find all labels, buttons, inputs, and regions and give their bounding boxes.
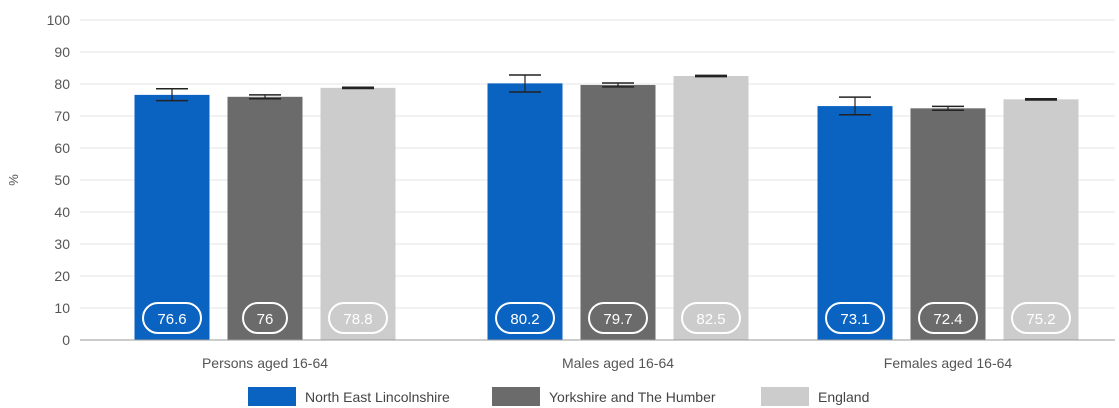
data-label: 72.4 — [918, 302, 978, 334]
bar — [580, 84, 656, 341]
error-bar — [1025, 97, 1057, 101]
error-bar — [839, 96, 871, 116]
legend-label: Yorkshire and The Humber — [549, 389, 716, 405]
y-tick-label: 60 — [54, 140, 70, 156]
y-tick-label: 10 — [54, 300, 70, 316]
data-label: 79.7 — [588, 302, 648, 334]
legend-swatch — [761, 387, 809, 406]
data-label: 75.2 — [1011, 302, 1071, 334]
bar — [817, 106, 893, 340]
y-axis-ticks: 0 10 20 30 40 50 60 70 80 90 100 — [47, 12, 71, 348]
legend-swatch — [248, 387, 296, 406]
data-label-text: 73.1 — [840, 311, 869, 328]
bar — [134, 94, 210, 340]
data-label: 82.5 — [681, 302, 741, 334]
bar — [320, 87, 396, 340]
error-bar — [156, 88, 188, 102]
legend-item[interactable]: England — [761, 387, 869, 406]
error-bar — [695, 74, 727, 78]
data-label: 73.1 — [825, 302, 885, 334]
y-tick-label: 80 — [54, 76, 70, 92]
error-bar — [342, 86, 374, 90]
data-label-text: 76 — [257, 311, 274, 328]
legend-label: North East Lincolnshire — [305, 389, 450, 405]
error-bar — [509, 74, 541, 93]
bar — [673, 76, 749, 340]
y-tick-label: 50 — [54, 172, 70, 188]
value-labels: 76.6 80.2 73.1 76 79.7 72.4 78.8 82.5 75.2 — [142, 302, 1071, 334]
data-label: 76.6 — [142, 302, 202, 334]
error-bar — [602, 82, 634, 88]
x-tick-label: Females aged 16-64 — [884, 355, 1013, 371]
data-label: 76 — [242, 302, 288, 334]
data-label-text: 82.5 — [696, 311, 725, 328]
error-bar — [932, 105, 964, 111]
data-label-text: 78.8 — [343, 311, 372, 328]
legend-item[interactable]: North East Lincolnshire — [248, 387, 450, 406]
legend: North East Lincolnshire Yorkshire and The… — [248, 387, 869, 406]
error-bar — [249, 94, 281, 100]
bars — [134, 76, 1079, 341]
data-label: 80.2 — [495, 302, 555, 334]
data-label-text: 72.4 — [933, 311, 962, 328]
y-axis-label: % — [6, 174, 21, 186]
y-tick-label: 0 — [62, 332, 70, 348]
bar — [1003, 99, 1079, 340]
data-label: 78.8 — [328, 302, 388, 334]
x-tick-label: Males aged 16-64 — [562, 355, 674, 371]
error-bars — [156, 74, 1057, 116]
x-tick-label: Persons aged 16-64 — [202, 355, 328, 371]
y-tick-label: 20 — [54, 268, 70, 284]
data-label-text: 80.2 — [510, 311, 539, 328]
y-tick-label: 40 — [54, 204, 70, 220]
data-label-text: 79.7 — [603, 311, 632, 328]
y-tick-label: 70 — [54, 108, 70, 124]
y-tick-label: 30 — [54, 236, 70, 252]
legend-swatch — [492, 387, 540, 406]
bar — [487, 83, 563, 341]
x-axis-categories: Persons aged 16-64 Males aged 16-64 Female… — [202, 355, 1012, 371]
data-label-text: 75.2 — [1026, 311, 1055, 328]
bar — [227, 96, 303, 340]
legend-label: England — [818, 389, 869, 405]
data-label-text: 76.6 — [157, 311, 186, 328]
y-tick-label: 100 — [47, 12, 71, 28]
bar — [910, 108, 986, 340]
legend-item[interactable]: Yorkshire and The Humber — [492, 387, 716, 406]
y-tick-label: 90 — [54, 44, 70, 60]
